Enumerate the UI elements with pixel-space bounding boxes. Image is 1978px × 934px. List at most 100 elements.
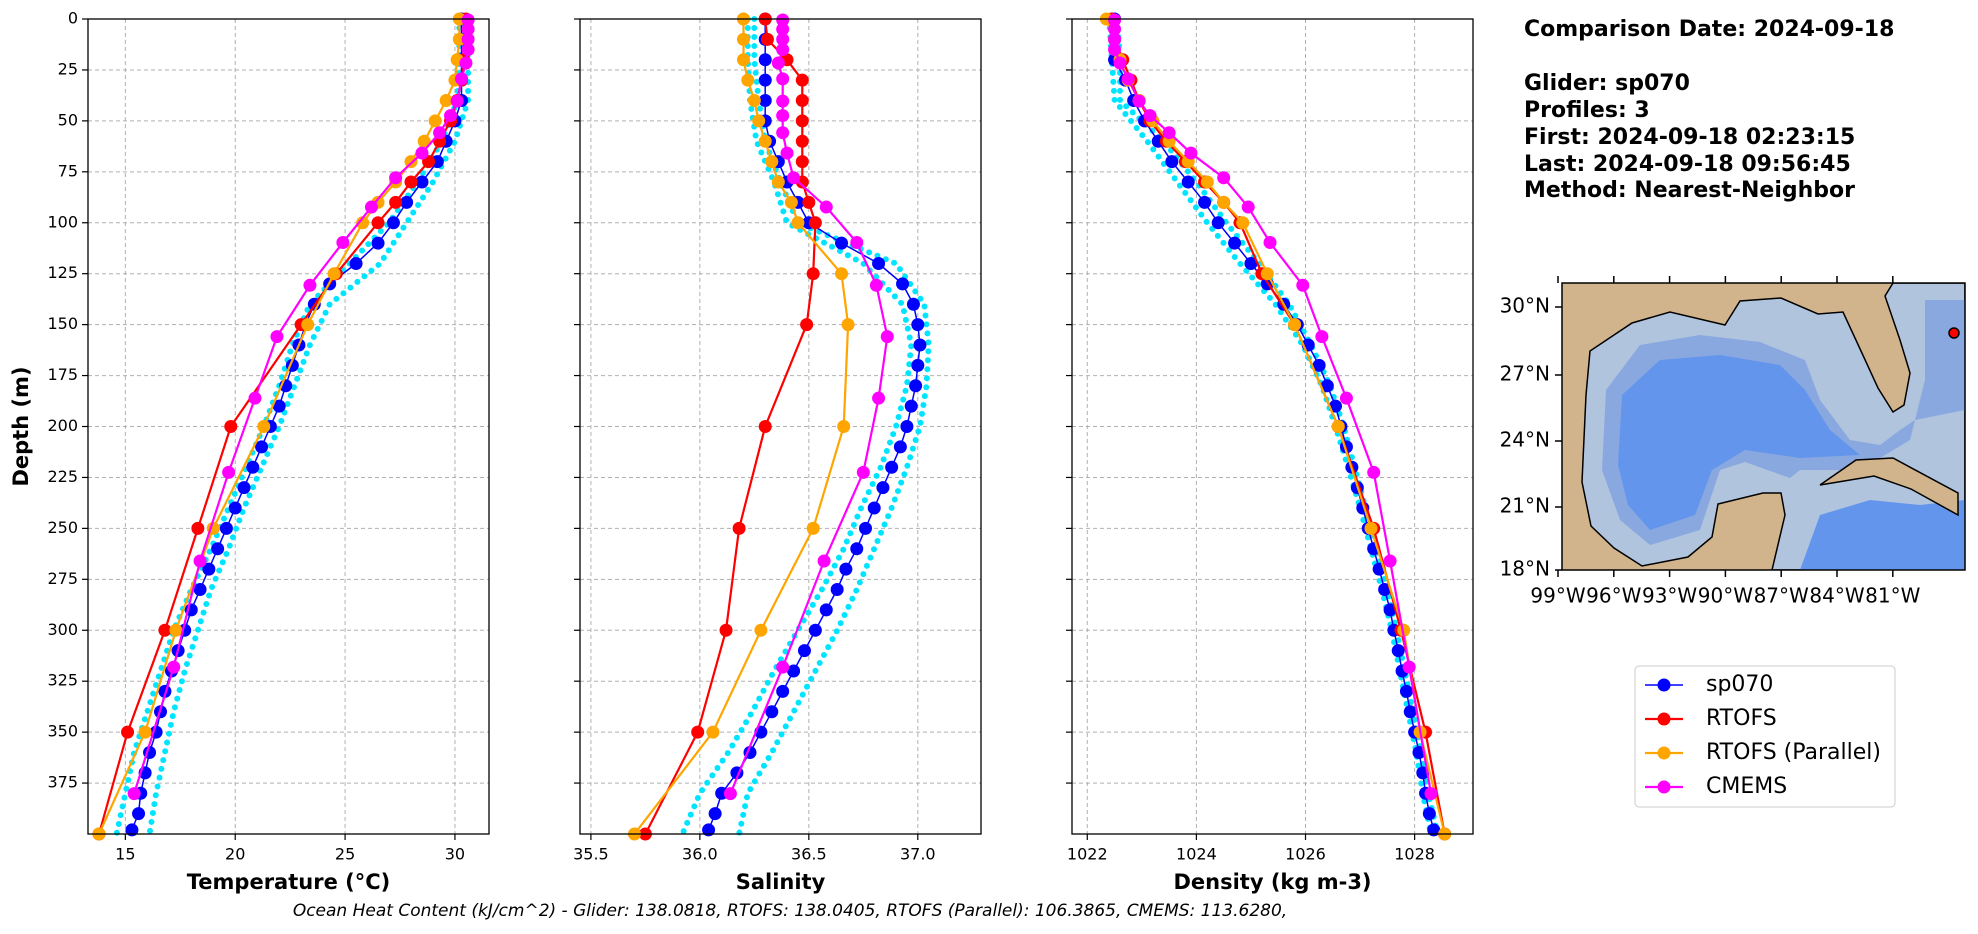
data-point (776, 32, 790, 46)
data-point (758, 94, 772, 107)
data-point (795, 155, 809, 169)
data-point (349, 257, 363, 270)
y-tick-label: 325 (47, 671, 78, 690)
data-point (880, 330, 894, 344)
data-point (364, 200, 378, 214)
panel: 35.5 36.0 36.5 37.0 Salinity (573, 12, 982, 894)
data-point (808, 623, 822, 637)
y-axis-title: Depth (m) (9, 366, 33, 486)
glider-location (1948, 327, 1960, 339)
data-point (850, 542, 864, 556)
data-point (867, 501, 881, 515)
data-point (771, 175, 785, 189)
series-line (707, 18, 921, 831)
data-point (893, 440, 907, 454)
x-tick-label: 36.5 (791, 845, 827, 864)
x-tick-label: 25 (335, 845, 355, 864)
map-island (1819, 457, 1959, 517)
data-point (1181, 175, 1195, 189)
legend: sp070 RTOFS RTOFS (Parallel) CMEMS (1634, 665, 1896, 808)
data-point (237, 481, 251, 495)
map-lat-label: 21°N (1500, 494, 1550, 518)
series-line (131, 18, 463, 831)
data-point (900, 420, 914, 433)
data-point (780, 146, 794, 160)
x-tick-label: 1026 (1285, 845, 1326, 864)
x-axis-title: Density (kg m-3) (1173, 870, 1371, 894)
data-point (784, 195, 798, 209)
data-point (1378, 583, 1392, 596)
y-tick-label: 275 (47, 569, 78, 588)
data-point (817, 554, 831, 568)
legend-label: RTOFS (Parallel) (1706, 740, 1881, 765)
x-tick-label: 35.5 (573, 845, 609, 864)
panel: 15 20 25 3002550751001251501752002252502753… (9, 9, 490, 894)
x-axis-title: Temperature (°C) (187, 870, 390, 894)
data-point (1228, 236, 1242, 250)
data-point (1367, 465, 1381, 479)
profile-dots (146, 16, 472, 837)
y-tick-label: 50 (58, 110, 78, 129)
data-point (872, 257, 886, 270)
data-point (913, 338, 927, 352)
map-lon-label: 81°W (1865, 584, 1920, 608)
data-point (303, 278, 317, 292)
data-point (1391, 644, 1405, 658)
data-point (776, 109, 790, 123)
plot-area (1099, 12, 1452, 841)
data-point (1364, 521, 1378, 535)
data-point (132, 807, 146, 821)
data-point (841, 318, 855, 332)
data-point (758, 134, 772, 148)
data-point (819, 603, 833, 617)
data-point (1108, 32, 1122, 46)
data-point (1383, 554, 1397, 568)
info-line: Last: 2024-09-18 09:56:45 (1524, 152, 1851, 177)
legend-label: CMEMS (1706, 774, 1787, 799)
x-tick-label: 1022 (1067, 845, 1108, 864)
data-point (1162, 126, 1176, 140)
map-deep (1618, 355, 1860, 530)
data-point (1288, 318, 1302, 332)
info-title: Comparison Date: 2024-09-18 (1524, 17, 1894, 42)
data-point (1165, 155, 1179, 169)
y-tick-label: 300 (47, 620, 78, 639)
data-point (691, 725, 705, 739)
data-point (776, 684, 790, 698)
data-point (885, 460, 899, 474)
data-point (415, 146, 429, 160)
data-point (819, 200, 833, 214)
map-lat-label: 24°N (1500, 428, 1550, 452)
data-point (1296, 278, 1310, 292)
legend-label: sp070 (1706, 672, 1773, 697)
data-point (211, 542, 225, 556)
map-lat-label: 27°N (1500, 362, 1550, 386)
data-point (169, 623, 183, 637)
data-point (301, 318, 315, 332)
data-point (386, 216, 400, 230)
data-point (1241, 200, 1255, 214)
data-point (1200, 175, 1214, 189)
data-point (255, 440, 269, 454)
data-point (806, 521, 820, 535)
data-point (193, 554, 207, 568)
data-point (1312, 358, 1326, 372)
data-point (400, 195, 414, 209)
data-point (433, 126, 447, 140)
data-point (1236, 216, 1250, 230)
data-point (904, 399, 918, 413)
data-point (754, 623, 768, 637)
data-point (222, 465, 236, 479)
data-point (758, 53, 772, 67)
data-point (797, 644, 811, 658)
data-point (872, 391, 886, 405)
footer: Ocean Heat Content (kJ/cm^2) - Glider: 1… (293, 901, 1287, 921)
map-lon-label: 96°W (1586, 584, 1641, 608)
data-point (127, 787, 141, 801)
data-point (835, 267, 849, 281)
data-point (193, 583, 207, 596)
data-point (850, 236, 864, 250)
data-point (758, 420, 772, 433)
data-point (202, 562, 216, 576)
data-point (911, 318, 925, 332)
